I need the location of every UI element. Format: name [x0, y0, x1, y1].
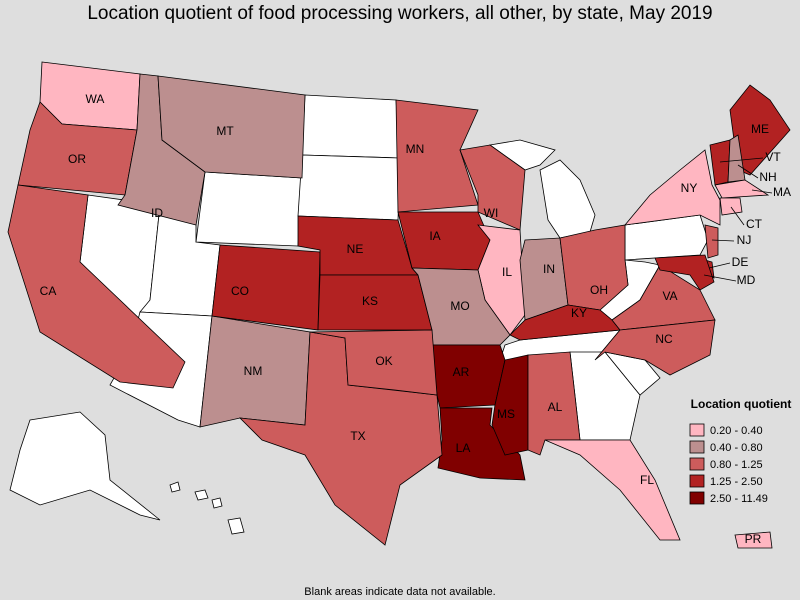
- state-shape: [539, 159, 596, 239]
- state-label: NY: [681, 181, 698, 195]
- state-label: CA: [40, 284, 57, 298]
- state-shape: [211, 244, 321, 331]
- state-label: OH: [590, 283, 608, 297]
- state-label: CO: [231, 284, 249, 298]
- state-label: NH: [759, 170, 776, 184]
- state-label: NJ: [737, 233, 752, 247]
- state-shape: [195, 171, 303, 247]
- legend-swatch: [689, 491, 705, 505]
- state-label: MT: [216, 124, 234, 138]
- state-label: LA: [456, 441, 471, 455]
- state-label: TX: [350, 429, 365, 443]
- state-shape: [395, 99, 479, 213]
- state-label: ME: [751, 122, 769, 136]
- state-label: NC: [655, 332, 673, 346]
- state-label: AR: [453, 365, 470, 379]
- map-title: Location quotient of food processing wor…: [87, 3, 712, 24]
- state-label: MO: [450, 299, 469, 313]
- legend-label: 0.80 - 1.25: [710, 459, 763, 471]
- state-shape: [194, 489, 209, 501]
- state-label: DE: [732, 255, 749, 269]
- state-shape: [714, 179, 770, 199]
- state-label: WI: [484, 206, 499, 220]
- legend-items: 0.20 - 0.40 0.40 - 0.80 0.80 - 1.25 1.25 - …: [689, 423, 768, 505]
- state-label: NM: [244, 364, 263, 378]
- leader-line: [751, 189, 773, 194]
- state-shape: [7, 184, 186, 389]
- state-shape: [624, 149, 721, 226]
- states: WA OR CA ID MT NM CO NE KS IA MN WI IL MO AR LA MS AL TX OK…: [7, 61, 791, 549]
- state-label: MS: [497, 407, 515, 421]
- legend-label: 0.20 - 0.40: [710, 425, 763, 437]
- footnote: Blank areas indicate data not available.: [304, 586, 495, 598]
- state-shape: [544, 439, 681, 541]
- state-label: MD: [737, 273, 756, 287]
- state-label: KY: [571, 306, 587, 320]
- state-shape: [301, 94, 401, 159]
- state-shape: [227, 517, 245, 535]
- state-shape: [734, 531, 773, 549]
- leader-line: [730, 206, 745, 226]
- legend-title: Location quotient: [691, 397, 792, 411]
- leader-line: [703, 274, 737, 282]
- legend-swatch: [689, 423, 705, 437]
- legend-label: 2.50 - 11.49: [710, 493, 768, 505]
- state-shape: [397, 211, 491, 271]
- state-label: VA: [662, 289, 677, 303]
- state-label: OK: [375, 354, 392, 368]
- leader-line: [708, 262, 731, 269]
- state-shape: [9, 411, 161, 521]
- state-label: VT: [765, 150, 781, 164]
- state-shape: [719, 197, 743, 216]
- state-label: ID: [151, 206, 163, 220]
- state-label: IL: [502, 265, 512, 279]
- state-shape: [654, 254, 715, 291]
- state-shape: [157, 75, 306, 179]
- state-shape: [709, 139, 731, 186]
- state-label: OR: [68, 152, 86, 166]
- state-shape: [297, 154, 401, 221]
- state-label: IA: [429, 229, 440, 243]
- legend-swatch: [689, 474, 705, 488]
- state-label: MN: [406, 142, 425, 156]
- state-shape: [704, 224, 719, 259]
- leader-line: [711, 239, 735, 242]
- state-label: PR: [745, 532, 762, 546]
- legend-swatch: [689, 440, 705, 454]
- state-label: FL: [640, 473, 654, 487]
- state-label: AL: [548, 400, 563, 414]
- state-shape: [309, 329, 438, 396]
- state-label: CT: [746, 217, 763, 231]
- state-label: KS: [362, 294, 378, 308]
- legend: Location quotient 0.20 - 0.40 0.40 - 0.80…: [689, 397, 792, 505]
- state-shape: [594, 319, 716, 376]
- leader-line: [719, 157, 764, 163]
- state-label: IN: [543, 262, 555, 276]
- state-label: MA: [773, 185, 791, 199]
- state-label: WA: [86, 92, 105, 106]
- legend-label: 1.25 - 2.50: [710, 476, 763, 488]
- state-shape: [169, 481, 181, 493]
- leader-line: [737, 164, 759, 179]
- state-shape: [509, 304, 621, 341]
- legend-swatch: [689, 457, 705, 471]
- legend-label: 0.40 - 0.80: [710, 442, 763, 454]
- state-shape: [211, 497, 223, 509]
- state-label: NE: [347, 242, 364, 256]
